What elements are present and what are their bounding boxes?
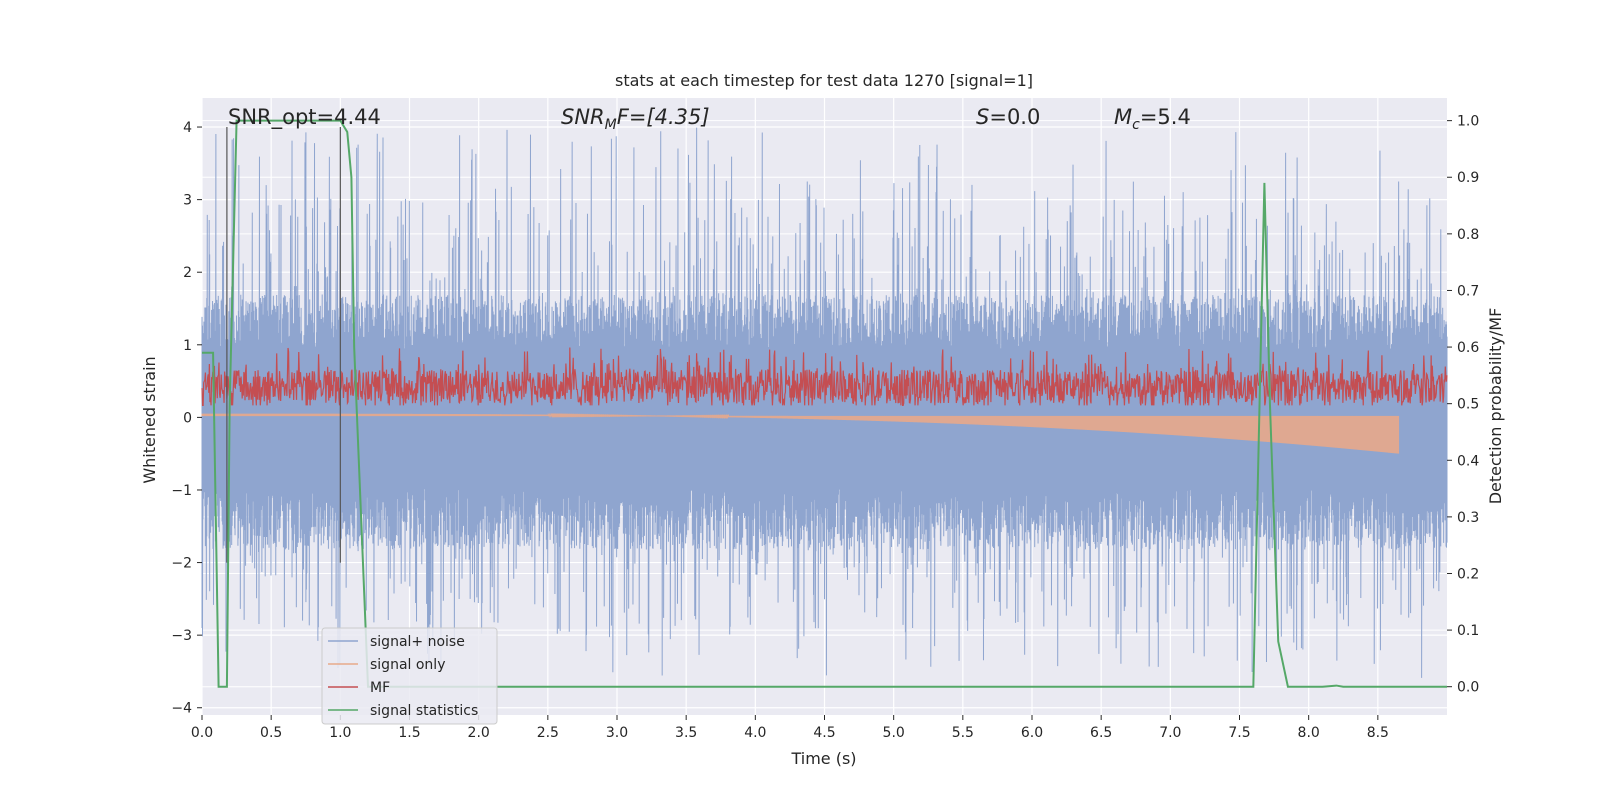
x-tick-label: 6.0	[1021, 725, 1043, 741]
signal-statistics-line	[202, 119, 1447, 688]
legend-label-mf: MF	[370, 680, 390, 696]
annotation-snr-mf-rest: F=[4.35]	[617, 105, 710, 129]
y2-tick-label: 0.0	[1457, 680, 1479, 696]
x-tick-label: 1.0	[329, 725, 351, 741]
y2-tick-label: 0.5	[1457, 397, 1479, 413]
x-axis-label: Time (s)	[790, 749, 856, 768]
legend-label-signal-statistics: signal statistics	[370, 703, 478, 719]
y-tick-label: −3	[171, 628, 192, 644]
y-tick-label: 3	[183, 193, 192, 209]
x-tick-label: 8.5	[1367, 725, 1389, 741]
y2-tick-label: 0.9	[1457, 170, 1479, 186]
y-tick-label: 1	[183, 338, 192, 354]
signal-noise-line	[201, 127, 1448, 678]
x-tick-label: 5.0	[883, 725, 905, 741]
mf-line	[201, 347, 1448, 406]
y-axis-label: Whitened strain	[140, 356, 159, 483]
y-tick-label: −2	[171, 556, 192, 572]
x-tick-label: 6.5	[1090, 725, 1112, 741]
x-tick-label: 7.0	[1159, 725, 1181, 741]
x-tick-label: 2.5	[537, 725, 559, 741]
y-tick-label: 0	[183, 410, 192, 426]
plot-area	[201, 98, 1448, 715]
y-axis: 4 3 2 1 0 −1 −2 −3 −4	[171, 120, 202, 717]
y2-axis-label: Detection probability/MF	[1486, 308, 1505, 505]
annotation-snr-opt: SNR_opt=4.44	[228, 105, 381, 130]
x-tick-label: 3.5	[675, 725, 697, 741]
annotation-snr-mf: SNRMF=[4.35]	[561, 105, 710, 133]
annotation-s-rest: =0.0	[989, 105, 1040, 129]
legend-label-signal-only: signal only	[370, 657, 445, 673]
series-signal-statistics	[202, 119, 1447, 688]
annotation-s: S=0.0	[976, 105, 1040, 129]
annotation-snr-mf-sub: M	[605, 117, 617, 133]
legend: signal+ noise signal only MF signal stat…	[321, 627, 498, 725]
series-mf	[201, 347, 1448, 406]
chart-title: stats at each timestep for test data 127…	[615, 71, 1033, 90]
legend-label-signal-noise: signal+ noise	[370, 634, 465, 650]
y-tick-label: 4	[183, 120, 192, 136]
x-tick-label: 4.5	[813, 725, 835, 741]
x-tick-label: 8.0	[1298, 725, 1320, 741]
y2-tick-label: 0.3	[1457, 510, 1479, 526]
x-tick-label: 4.0	[744, 725, 766, 741]
y-tick-label: −4	[171, 701, 192, 717]
y2-tick-label: 1.0	[1457, 114, 1479, 130]
signal-only-line	[201, 412, 1400, 454]
series-signal-only	[201, 412, 1400, 454]
x-tick-label: 1.5	[398, 725, 420, 741]
annotation-mc-sub: c	[1132, 117, 1140, 133]
x-tick-label: 2.0	[468, 725, 490, 741]
y2-tick-label: 0.6	[1457, 340, 1479, 356]
y2-tick-label: 0.1	[1457, 623, 1479, 639]
x-tick-label: 3.0	[606, 725, 628, 741]
x-tick-label: 0.0	[191, 725, 213, 741]
x-tick-label: 5.5	[952, 725, 974, 741]
y2-tick-label: 0.4	[1457, 453, 1479, 469]
y2-tick-label: 0.8	[1457, 227, 1479, 243]
annotation-mc: Mc=5.4	[1114, 105, 1191, 133]
marker-lines	[226, 127, 341, 563]
annotation-mc-rest: =5.4	[1140, 105, 1191, 129]
annotation-mc-var: M	[1114, 105, 1132, 129]
y2-tick-label: 0.2	[1457, 566, 1479, 582]
annotations: SNR_opt=4.44 SNRMF=[4.35] S=0.0 Mc=5.4	[228, 105, 1191, 133]
annotation-snr-mf-main: SNR	[561, 105, 605, 129]
y2-axis: 1.0 0.9 0.8 0.7 0.6 0.5 0.4 0.3 0.2 0.1 0.0	[1447, 114, 1479, 696]
x-tick-label: 7.5	[1228, 725, 1250, 741]
y2-tick-label: 0.7	[1457, 283, 1479, 299]
annotation-s-var: S	[976, 105, 989, 129]
series-signal-noise	[201, 127, 1448, 678]
y-tick-label: 2	[183, 265, 192, 281]
x-axis: 0.0 0.5 1.0 1.5 2.0 2.5 3.0 3.5 4.0 4.5 5.0 5.5 6.0 6…	[191, 715, 1389, 741]
legend-box	[321, 627, 498, 725]
x-tick-label: 0.5	[260, 725, 282, 741]
y-tick-label: −1	[171, 483, 192, 499]
